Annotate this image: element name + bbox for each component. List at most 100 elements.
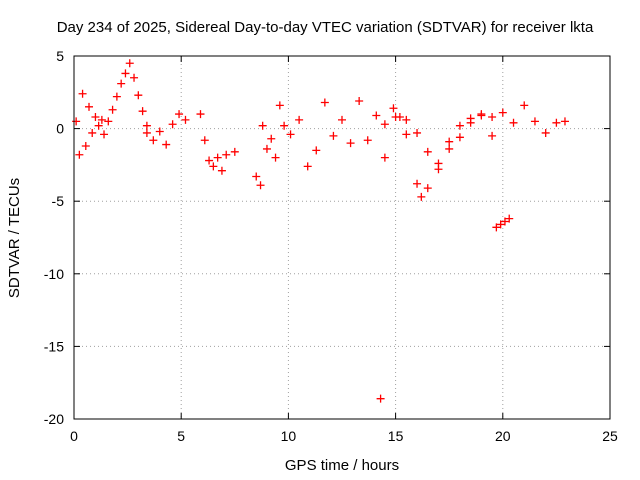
data-point — [498, 108, 507, 117]
data-point — [230, 147, 239, 156]
data-point — [200, 136, 209, 145]
x-tick-label: 5 — [177, 428, 185, 444]
data-point — [75, 150, 84, 159]
plot-frame — [73, 55, 611, 420]
series-arc-2 — [100, 59, 151, 139]
y-tick-label: -20 — [44, 411, 64, 427]
data-point — [142, 128, 151, 137]
series-arc-5 — [252, 101, 284, 190]
data-point — [94, 121, 103, 130]
data-point — [505, 214, 514, 223]
series-outlier — [376, 394, 385, 403]
x-tick-label: 25 — [602, 428, 618, 444]
data-point — [275, 101, 284, 110]
series-arc-3 — [142, 110, 190, 149]
data-point — [130, 73, 139, 82]
data-point — [196, 110, 205, 119]
data-point — [104, 117, 113, 126]
y-tick-label: -10 — [44, 266, 64, 282]
data-point — [134, 91, 143, 100]
data-point — [509, 118, 518, 127]
data-point — [262, 144, 271, 153]
data-point — [209, 162, 218, 171]
data-point — [81, 142, 90, 151]
data-point — [423, 184, 432, 193]
series-arc-10 — [492, 214, 514, 232]
data-point — [78, 89, 87, 98]
data-point — [108, 105, 117, 114]
data-point — [125, 59, 134, 68]
data-point — [286, 130, 295, 139]
x-tick-label: 20 — [495, 428, 511, 444]
data-point — [363, 136, 372, 145]
data-point — [181, 115, 190, 124]
y-axis-label: SDTVAR / TECUs — [6, 178, 23, 298]
data-point — [155, 127, 164, 136]
y-tick-label: -5 — [52, 193, 65, 209]
data-point — [488, 112, 497, 121]
data-point — [175, 110, 184, 119]
data-point — [380, 120, 389, 129]
data-point — [372, 111, 381, 120]
x-tick-label: 0 — [70, 428, 78, 444]
data-point — [488, 131, 497, 140]
data-point — [355, 97, 364, 106]
data-point — [329, 131, 338, 140]
data-point — [97, 115, 106, 124]
series-arc-6 — [280, 97, 404, 171]
data-point — [168, 120, 177, 129]
data-points — [72, 59, 569, 403]
data-point — [402, 115, 411, 124]
data-point — [530, 117, 539, 126]
data-point — [88, 128, 97, 137]
data-point — [477, 111, 486, 120]
data-point — [112, 92, 121, 101]
series-arc-7 — [380, 110, 497, 201]
data-point — [217, 166, 226, 175]
data-point — [121, 69, 130, 78]
data-point — [560, 117, 569, 126]
data-point — [256, 181, 265, 190]
data-point — [117, 79, 126, 88]
data-point — [520, 101, 529, 110]
series-arc-1 — [72, 89, 106, 159]
data-point — [295, 115, 304, 124]
data-point — [138, 107, 147, 116]
y-tick-label: 5 — [56, 48, 64, 64]
data-point — [338, 115, 346, 124]
chart-title: Day 234 of 2025, Sidereal Day-to-day VTE… — [57, 19, 594, 36]
data-point — [346, 139, 355, 148]
data-point — [85, 102, 94, 111]
data-point — [222, 150, 231, 159]
data-point — [100, 130, 109, 139]
data-point — [391, 112, 400, 121]
series-arc-9 — [488, 101, 569, 140]
y-tick-label: -15 — [44, 338, 64, 354]
x-axis-label: GPS time / hours — [285, 457, 399, 474]
data-point — [267, 134, 276, 143]
data-point — [455, 121, 464, 130]
data-point — [413, 128, 422, 137]
x-tick-label: 10 — [281, 428, 297, 444]
data-point — [466, 118, 475, 127]
data-point — [389, 104, 398, 113]
data-point — [434, 159, 443, 168]
data-point — [402, 130, 411, 139]
series-arc-4 — [196, 110, 239, 175]
data-point — [320, 98, 329, 107]
data-point — [303, 162, 312, 171]
data-point — [252, 172, 261, 181]
data-point — [72, 117, 81, 126]
data-point — [380, 153, 389, 162]
data-point — [455, 133, 464, 142]
data-point — [271, 153, 280, 162]
y-tick-label: 0 — [56, 121, 64, 137]
data-point — [541, 128, 550, 137]
data-point — [417, 192, 426, 201]
data-point — [205, 156, 214, 165]
data-point — [445, 144, 454, 153]
data-point — [552, 118, 561, 127]
series-arc-8 — [402, 111, 486, 168]
data-point — [258, 121, 267, 130]
